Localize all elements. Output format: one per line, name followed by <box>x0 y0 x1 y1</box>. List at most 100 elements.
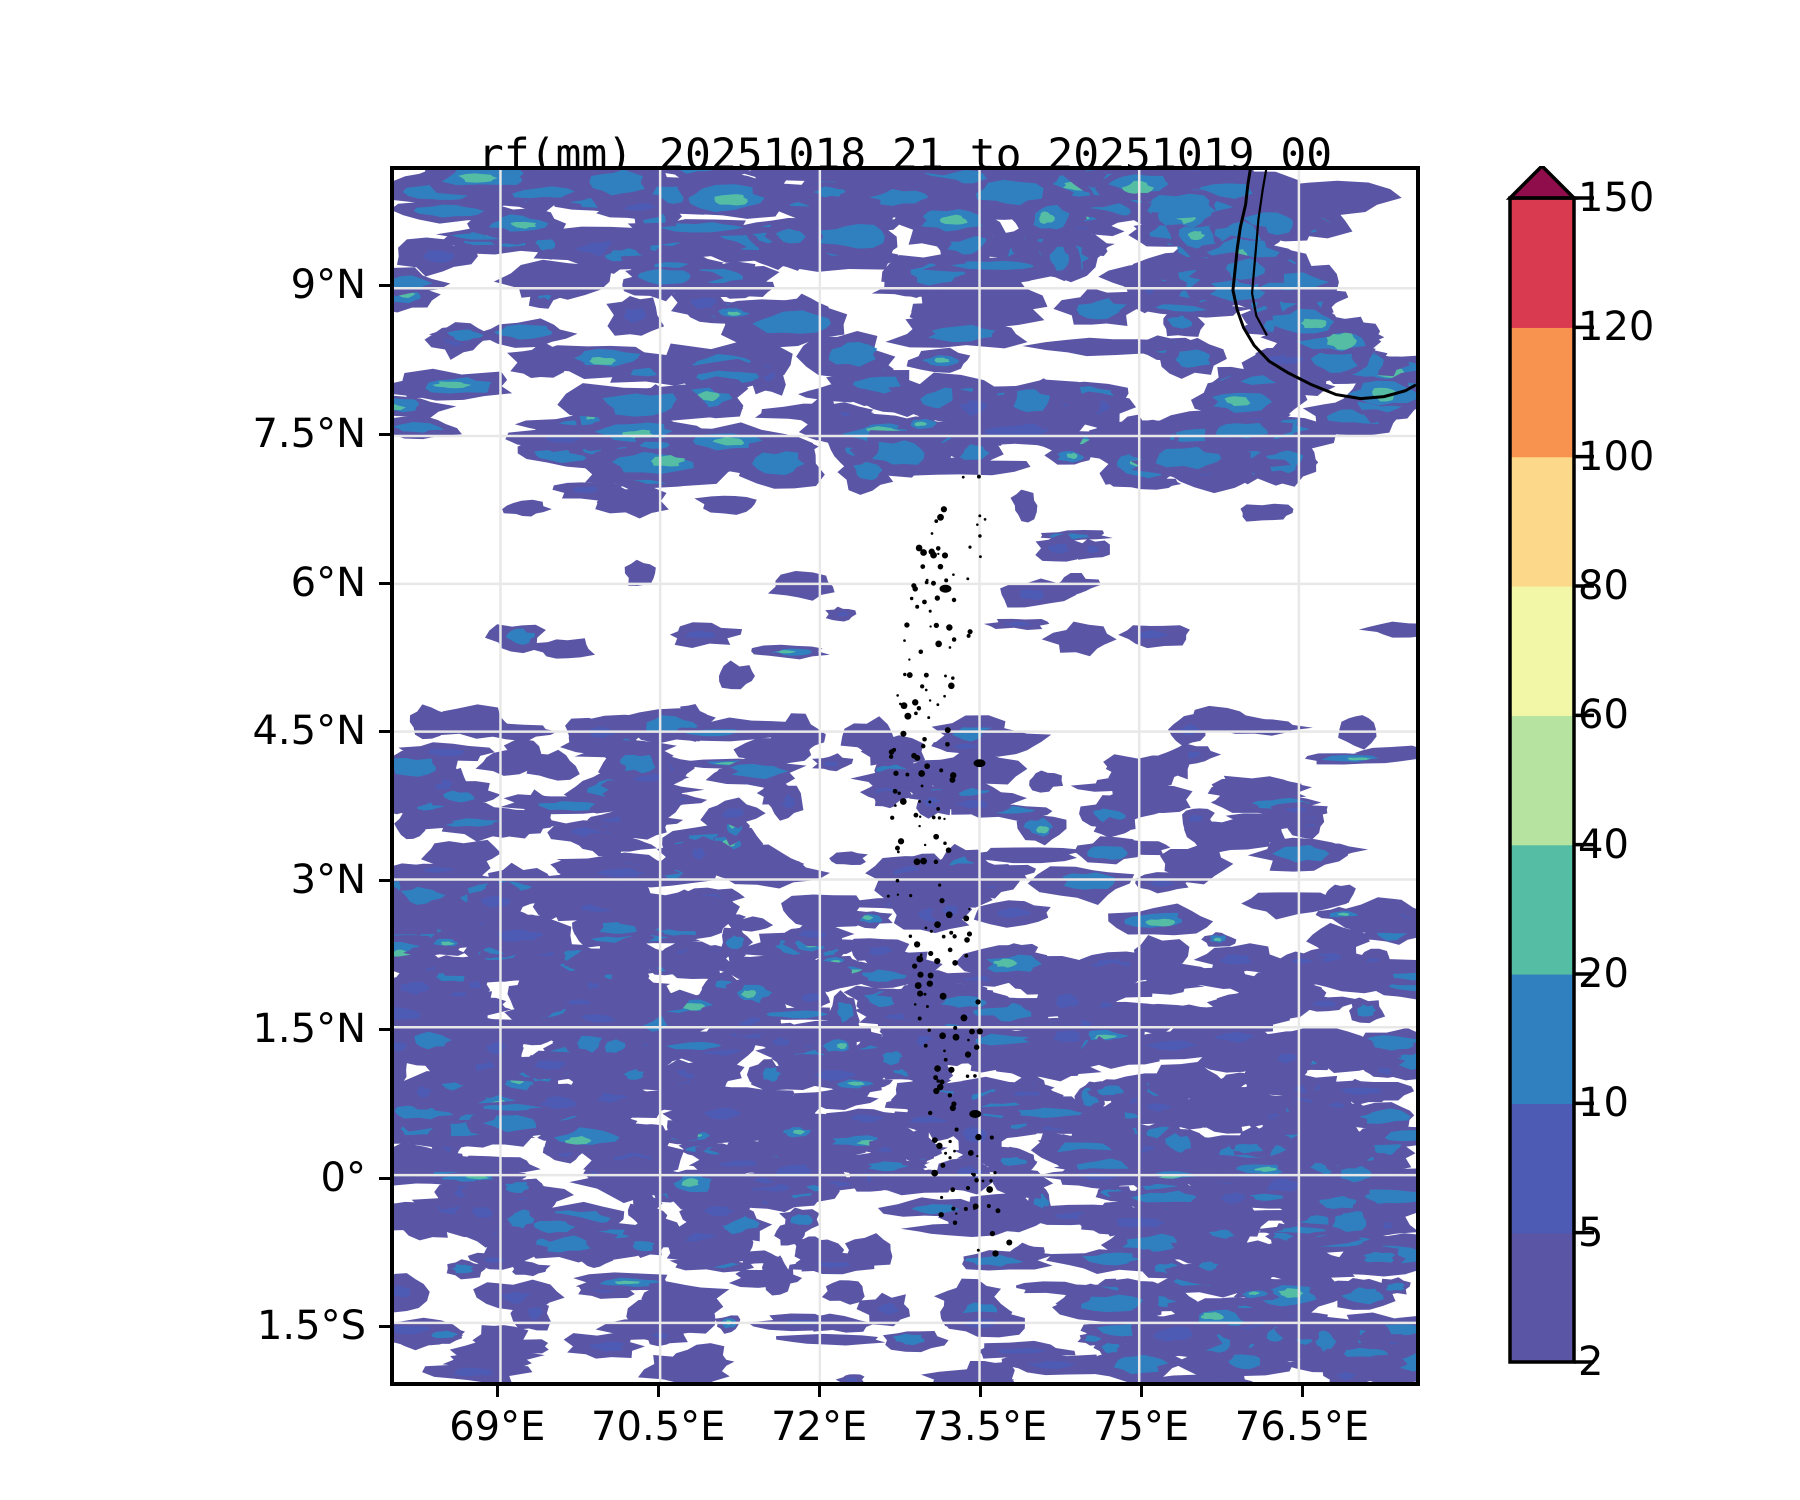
rain-cell-outer <box>890 1080 936 1107</box>
atoll-dot <box>945 911 953 919</box>
atoll-dot <box>927 1028 931 1032</box>
rain-cell-outer <box>512 1260 551 1277</box>
rain-cell-outer <box>594 487 669 519</box>
atoll-dot <box>986 1186 994 1193</box>
rain-cell-mid <box>877 1302 899 1315</box>
rain-cell-mid <box>1311 1000 1337 1008</box>
rain-cell-core <box>1175 349 1211 368</box>
atoll-dot <box>978 534 982 538</box>
atoll-dot <box>944 727 951 734</box>
rain-cell-outer <box>669 232 748 258</box>
y-tick-mark <box>379 1176 390 1180</box>
atoll-dot <box>925 1004 929 1008</box>
atoll-dot <box>918 824 921 828</box>
rain-cell-core <box>1086 845 1128 860</box>
rain-cell-core <box>1017 1107 1083 1119</box>
rain-cell-outer <box>1325 930 1382 945</box>
x-tick-mark <box>657 1386 661 1397</box>
rain-cell-core <box>1167 315 1193 329</box>
rain-cell-core <box>1319 1196 1357 1209</box>
atoll-dot <box>911 963 918 969</box>
rain-cell-outer <box>394 1150 431 1177</box>
atoll-dot <box>950 1187 956 1193</box>
atoll-dot <box>966 577 970 581</box>
rain-cell-mid <box>1148 879 1175 887</box>
atoll-dot <box>969 1028 975 1035</box>
atoll-dot <box>967 629 973 635</box>
rain-cell-outer <box>595 1155 660 1191</box>
atoll-dot <box>939 898 945 904</box>
rain-cell-core <box>1147 193 1216 219</box>
rain-cell-outer <box>829 851 868 866</box>
rain-cell-core <box>1081 1294 1143 1313</box>
rain-cell-mid <box>1219 954 1253 965</box>
rain-cell-peak <box>847 1081 865 1086</box>
rain-cell-outer <box>1271 1026 1376 1055</box>
atoll-dot <box>927 716 931 720</box>
atoll-dot <box>928 699 932 702</box>
atoll-dot <box>960 1014 968 1022</box>
rain-cell-core <box>867 1161 909 1172</box>
atoll-dot <box>939 768 944 773</box>
colorbar-tick-label: 2 <box>1578 1339 1604 1385</box>
colorbar-tick-label: 20 <box>1578 951 1629 997</box>
colorbar-outline <box>1508 196 1576 1364</box>
rain-cell-outer <box>776 1333 886 1346</box>
rain-cell-core <box>1363 1251 1396 1263</box>
atoll-dot <box>955 1212 958 1215</box>
rain-cell-core <box>1215 423 1268 439</box>
rain-cell-mid <box>1338 1087 1384 1095</box>
rain-cell-outer <box>821 1280 865 1305</box>
rain-cell-outer <box>1215 1240 1333 1279</box>
y-tick-label: 9°N <box>290 262 366 309</box>
rain-cell-mid <box>692 847 706 860</box>
atoll-dot <box>995 1208 1001 1214</box>
rain-cell-peak <box>793 1129 805 1135</box>
atoll-dot <box>975 1133 982 1141</box>
rain-cell-outer <box>1010 489 1038 523</box>
atoll-dot <box>896 893 900 896</box>
rain-cell-mid <box>394 1285 412 1298</box>
rain-cell-peak <box>1066 452 1078 460</box>
rain-cell-mid <box>597 867 647 878</box>
atoll-outline <box>969 1109 982 1118</box>
rain-cell-core <box>604 1039 626 1053</box>
atoll-dot <box>892 788 898 794</box>
rain-cell-outer <box>502 499 552 517</box>
rain-cell-outer <box>767 571 835 601</box>
atoll-dot <box>925 578 929 582</box>
rain-cell-outer <box>1075 962 1140 992</box>
rain-cell-peak <box>934 357 951 363</box>
rain-cell-outer <box>870 790 903 809</box>
rain-cell-outer <box>394 1273 430 1313</box>
rain-cell-mid <box>416 1086 432 1098</box>
india-inland-boundary <box>1250 170 1268 337</box>
colorbar-band <box>1510 327 1574 458</box>
rain-cell-outer <box>1109 478 1182 490</box>
rain-cell-outer <box>1267 1114 1364 1128</box>
rain-cell-core <box>659 222 744 233</box>
rain-cell-mid <box>953 743 980 749</box>
rain-cell-core <box>599 921 640 934</box>
atoll-dot <box>952 960 958 966</box>
atoll-dot <box>903 672 907 677</box>
atoll-dot <box>937 552 940 556</box>
rain-cell-core <box>400 886 446 905</box>
colorbar-tick-label: 100 <box>1578 433 1655 480</box>
rain-cell-peak <box>458 173 498 183</box>
atoll-dot <box>943 841 947 846</box>
rain-cell-core <box>394 758 436 777</box>
x-tick-label: 76.5°E <box>1234 1404 1370 1450</box>
colorbar-band <box>1510 1232 1574 1363</box>
rain-cell-mid <box>1213 1030 1255 1043</box>
rain-cell-mid <box>469 981 482 989</box>
atoll-dot <box>928 950 934 957</box>
rain-cell-core <box>1232 1143 1263 1154</box>
atoll-dot <box>894 804 897 807</box>
atoll-dot <box>973 1044 980 1050</box>
atoll-dot <box>939 1079 945 1085</box>
rain-cell-peak <box>589 356 616 365</box>
rain-cell-core <box>493 324 553 340</box>
rain-cell-mid <box>721 808 746 818</box>
atoll-dot <box>945 847 952 854</box>
